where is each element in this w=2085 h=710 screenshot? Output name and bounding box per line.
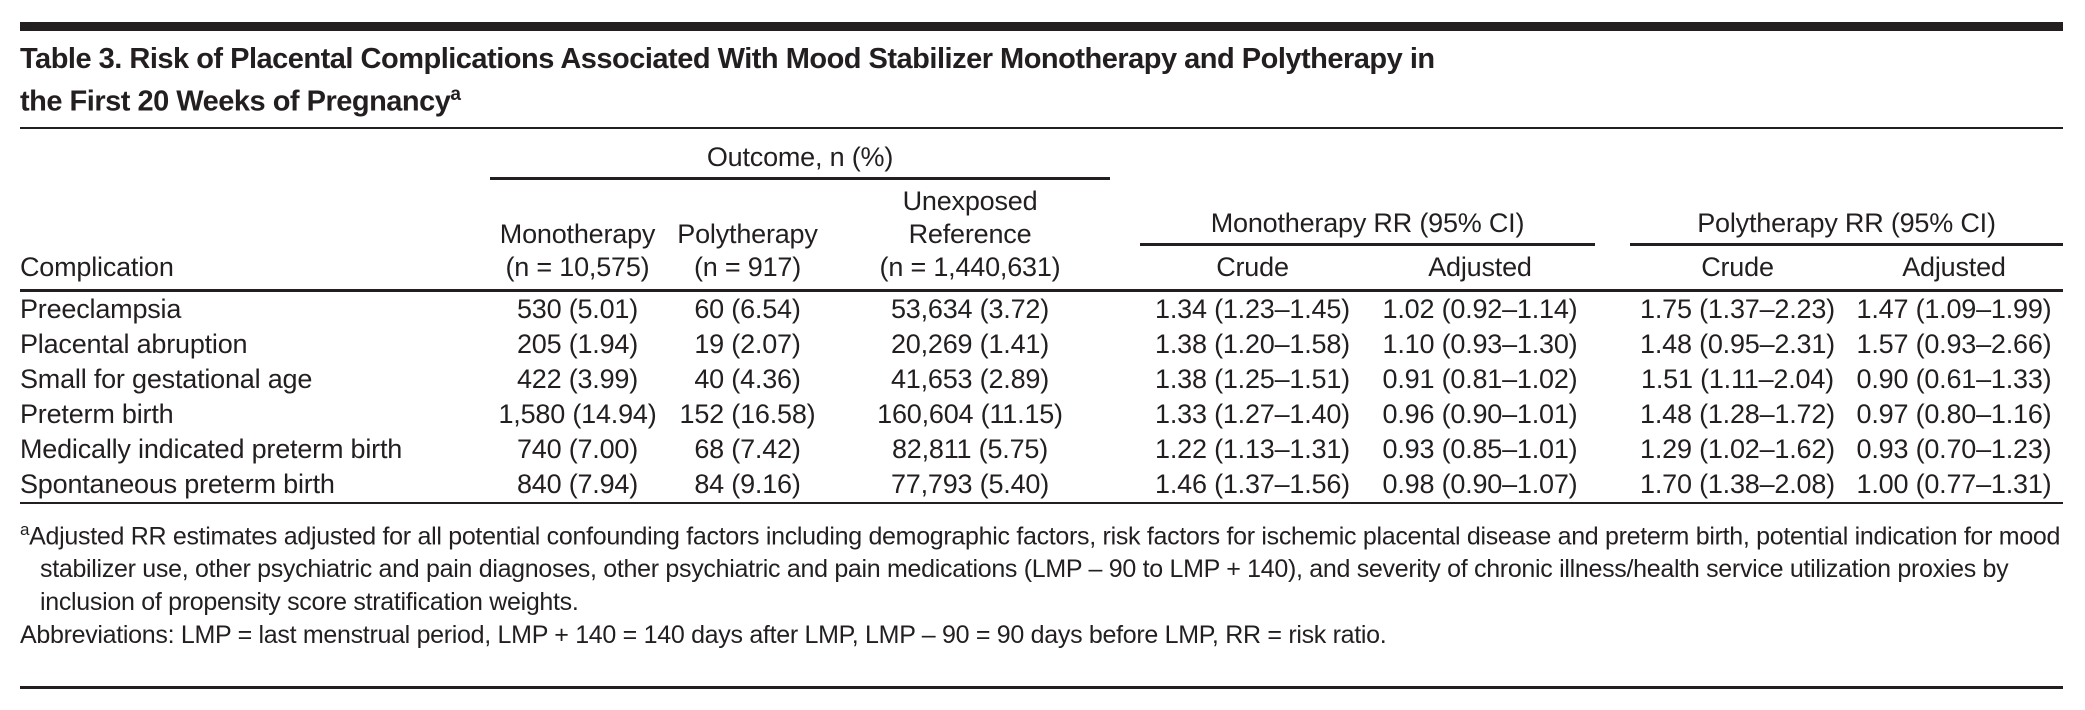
cell-complication: Preeclampsia [20, 293, 182, 324]
column-header-poly-adjusted: Adjusted [1902, 251, 2006, 282]
unexposed-label-line1: Unexposed [902, 185, 1038, 216]
cell-mono-adjusted-rr: 0.96 (0.90–1.01) [1382, 398, 1578, 429]
cell-unexposed-n: 82,811 (5.75) [891, 433, 1048, 464]
monotherapy-rr-spanner-rule [1140, 242, 1595, 246]
cell-mono-adjusted-rr: 0.93 (0.85–1.01) [1382, 433, 1578, 464]
cell-mono-crude-rr: 1.33 (1.27–1.40) [1155, 398, 1350, 429]
cell-poly-adjusted-rr: 1.47 (1.09–1.99) [1856, 293, 2052, 324]
cell-mono-crude-rr: 1.34 (1.23–1.45) [1155, 293, 1350, 324]
table-row: Medically indicated preterm birth 740 (7… [20, 432, 2063, 467]
cell-complication: Placental abruption [20, 328, 248, 359]
polytherapy-rr-spanner-label: Polytherapy RR (95% CI) [1697, 207, 1996, 238]
column-header-polytherapy: Polytherapy (n = 917) [665, 185, 830, 284]
cell-mono-adjusted-rr: 1.10 (0.93–1.30) [1382, 328, 1578, 359]
monotherapy-rr-spanner-label: Monotherapy RR (95% CI) [1210, 207, 1525, 238]
cell-poly-crude-rr: 1.51 (1.11–2.04) [1641, 363, 1834, 394]
cell-mono-adjusted-rr: 0.91 (0.81–1.02) [1382, 363, 1578, 394]
cell-polytherapy-n: 40 (4.36) [694, 363, 801, 394]
table-row: Preeclampsia 530 (5.01) 60 (6.54) 53,634… [20, 292, 2063, 327]
footnote-a-text: Adjusted RR estimates adjusted for all p… [29, 521, 2061, 616]
cell-unexposed-n: 41,653 (2.89) [890, 363, 1050, 394]
cell-monotherapy-n: 530 (5.01) [516, 293, 639, 324]
cell-mono-crude-rr: 1.38 (1.20–1.58) [1155, 328, 1350, 359]
monotherapy-label: Monotherapy [499, 218, 656, 249]
cell-unexposed-n: 160,604 (11.15) [877, 398, 1063, 429]
polytherapy-rr-group-header: Polytherapy RR (95% CI) Crude Adjusted [1630, 207, 2063, 284]
cell-poly-crude-rr: 1.48 (1.28–1.72) [1640, 398, 1835, 429]
cell-monotherapy-n: 840 (7.94) [516, 468, 639, 499]
table-title-line1: Table 3. Risk of Placental Complications… [20, 43, 1435, 75]
cell-complication: Spontaneous preterm birth [20, 468, 335, 499]
table-title-line2: the First 20 Weeks of Pregnancy [20, 85, 451, 118]
cell-polytherapy-n: 19 (2.07) [694, 328, 801, 359]
cell-mono-crude-rr: 1.38 (1.25–1.51) [1155, 363, 1350, 394]
cell-monotherapy-n: 1,580 (14.94) [498, 398, 657, 429]
column-header-poly-crude: Crude [1701, 251, 1774, 282]
cell-poly-crude-rr: 1.75 (1.37–2.23) [1640, 293, 1835, 324]
column-header-mono-adjusted: Adjusted [1428, 251, 1532, 282]
header-divider [20, 288, 2063, 292]
polytherapy-rr-spanner-rule [1630, 242, 2063, 246]
monotherapy-rr-subheaders: Crude Adjusted [1140, 246, 1595, 284]
cell-poly-adjusted-rr: 1.57 (0.93–2.66) [1856, 328, 2052, 359]
cell-poly-crude-rr: 1.70 (1.38–2.08) [1640, 468, 1835, 499]
table-header: Complication Outcome, n (%) Monotherapy … [20, 141, 2063, 289]
top-rule-bar [20, 22, 2063, 31]
cell-mono-adjusted-rr: 1.02 (0.92–1.14) [1382, 293, 1578, 324]
monotherapy-rr-group-header: Monotherapy RR (95% CI) Crude Adjusted [1140, 207, 1595, 284]
outcome-spanner-label: Outcome, n (%) [706, 141, 894, 172]
column-header-monotherapy: Monotherapy (n = 10,575) [490, 185, 665, 284]
polytherapy-n: (n = 917) [693, 251, 802, 282]
cell-monotherapy-n: 205 (1.94) [516, 328, 639, 359]
cell-mono-adjusted-rr: 0.98 (0.90–1.07) [1382, 468, 1578, 499]
column-header-unexposed-reference: Unexposed Reference (n = 1,440,631) [830, 185, 1110, 284]
title-footnote-marker: a [450, 84, 461, 105]
cell-complication: Medically indicated preterm birth [20, 433, 403, 464]
cell-unexposed-n: 77,793 (5.40) [890, 468, 1050, 499]
cell-poly-adjusted-rr: 1.00 (0.77–1.31) [1856, 468, 2052, 499]
cell-mono-crude-rr: 1.46 (1.37–1.56) [1155, 468, 1350, 499]
table-row: Placental abruption 205 (1.94) 19 (2.07)… [20, 327, 2063, 362]
table-body: Preeclampsia 530 (5.01) 60 (6.54) 53,634… [20, 292, 2063, 502]
cell-mono-crude-rr: 1.22 (1.13–1.31) [1155, 433, 1350, 464]
cell-poly-crude-rr: 1.48 (0.95–2.31) [1640, 328, 1835, 359]
monotherapy-n: (n = 10,575) [505, 251, 650, 282]
cell-unexposed-n: 53,634 (3.72) [890, 293, 1050, 324]
footnote-a-marker: a [20, 519, 30, 539]
outcome-spanner-rule [490, 176, 1110, 180]
table-row: Spontaneous preterm birth 840 (7.94) 84 … [20, 467, 2063, 502]
outcome-group-header: Outcome, n (%) Monotherapy (n = 10,575) … [490, 141, 1110, 284]
cell-polytherapy-n: 152 (16.58) [679, 398, 816, 429]
bottom-rule [20, 686, 2063, 689]
table-footnotes: aAdjusted RR estimates adjusted for all … [20, 513, 2063, 652]
cell-poly-adjusted-rr: 0.97 (0.80–1.16) [1856, 398, 2052, 429]
cell-poly-crude-rr: 1.29 (1.02–1.62) [1640, 433, 1835, 464]
cell-complication: Small for gestational age [20, 363, 313, 394]
cell-polytherapy-n: 60 (6.54) [694, 293, 801, 324]
column-header-complication: Complication [20, 251, 174, 282]
footnote-abbreviations: Abbreviations: LMP = last menstrual peri… [20, 620, 1387, 649]
unexposed-n: (n = 1,440,631) [879, 251, 1061, 282]
footnote-a: aAdjusted RR estimates adjusted for all … [20, 513, 2063, 619]
column-header-mono-crude: Crude [1216, 251, 1289, 282]
cell-polytherapy-n: 84 (9.16) [694, 468, 801, 499]
polytherapy-rr-subheaders: Crude Adjusted [1630, 246, 2063, 284]
outcome-subheaders: Monotherapy (n = 10,575) Polytherapy (n … [490, 180, 1110, 284]
table-row: Preterm birth 1,580 (14.94) 152 (16.58) … [20, 397, 2063, 432]
unexposed-label-line2: Reference [908, 218, 1032, 249]
cell-poly-adjusted-rr: 0.90 (0.61–1.33) [1856, 363, 2052, 394]
title-divider [20, 126, 2063, 129]
cell-unexposed-n: 20,269 (1.41) [890, 328, 1050, 359]
cell-monotherapy-n: 422 (3.99) [516, 363, 639, 394]
table-row: Small for gestational age 422 (3.99) 40 … [20, 362, 2063, 397]
cell-polytherapy-n: 68 (7.42) [694, 433, 801, 464]
body-divider [20, 501, 2063, 504]
table-title: Table 3. Risk of Placental Complications… [20, 41, 2063, 120]
cell-poly-adjusted-rr: 0.93 (0.70–1.23) [1856, 433, 2052, 464]
cell-complication: Preterm birth [20, 398, 174, 429]
polytherapy-label: Polytherapy [677, 218, 818, 249]
cell-monotherapy-n: 740 (7.00) [516, 433, 639, 464]
